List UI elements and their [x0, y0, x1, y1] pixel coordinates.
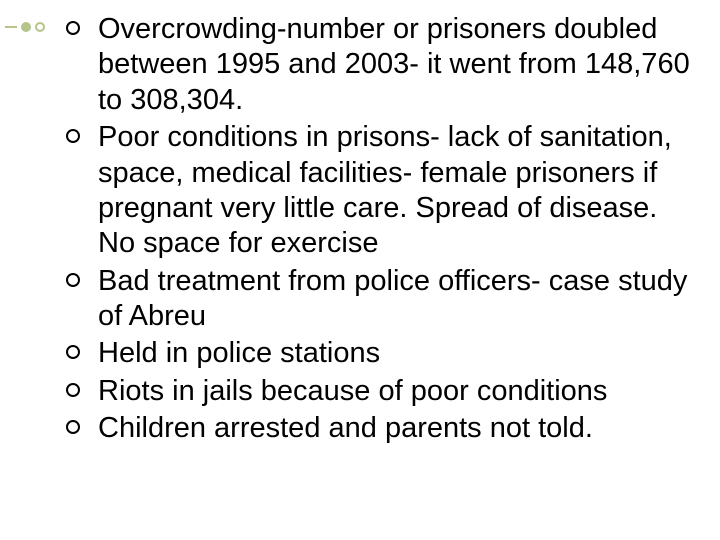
list-item-text: Poor conditions in prisons- lack of sani…	[98, 121, 672, 259]
list-item-text: Bad treatment from police officers- case…	[98, 265, 687, 332]
bullet-icon	[66, 420, 80, 434]
slide-decoration	[5, 22, 45, 32]
bullet-icon	[66, 383, 80, 397]
deco-bullet-open	[35, 22, 45, 32]
list-item: Bad treatment from police officers- case…	[66, 264, 696, 335]
bullet-list: Overcrowding-number or prisoners doubled…	[66, 12, 696, 449]
list-item: Overcrowding-number or prisoners doubled…	[66, 12, 696, 118]
bullet-icon	[66, 129, 80, 143]
list-item: Poor conditions in prisons- lack of sani…	[66, 120, 696, 262]
list-item: Children arrested and parents not told.	[66, 411, 696, 446]
list-item: Riots in jails because of poor condition…	[66, 374, 696, 409]
list-item-text: Riots in jails because of poor condition…	[98, 375, 607, 407]
deco-bullet-filled	[21, 22, 31, 32]
deco-line	[5, 26, 17, 28]
list-item-text: Held in police stations	[98, 337, 380, 369]
bullet-icon	[66, 345, 80, 359]
bullet-icon	[66, 21, 80, 35]
bullet-icon	[66, 273, 80, 287]
list-item-text: Overcrowding-number or prisoners doubled…	[98, 13, 690, 116]
list-item: Held in police stations	[66, 336, 696, 371]
list-item-text: Children arrested and parents not told.	[98, 412, 593, 444]
